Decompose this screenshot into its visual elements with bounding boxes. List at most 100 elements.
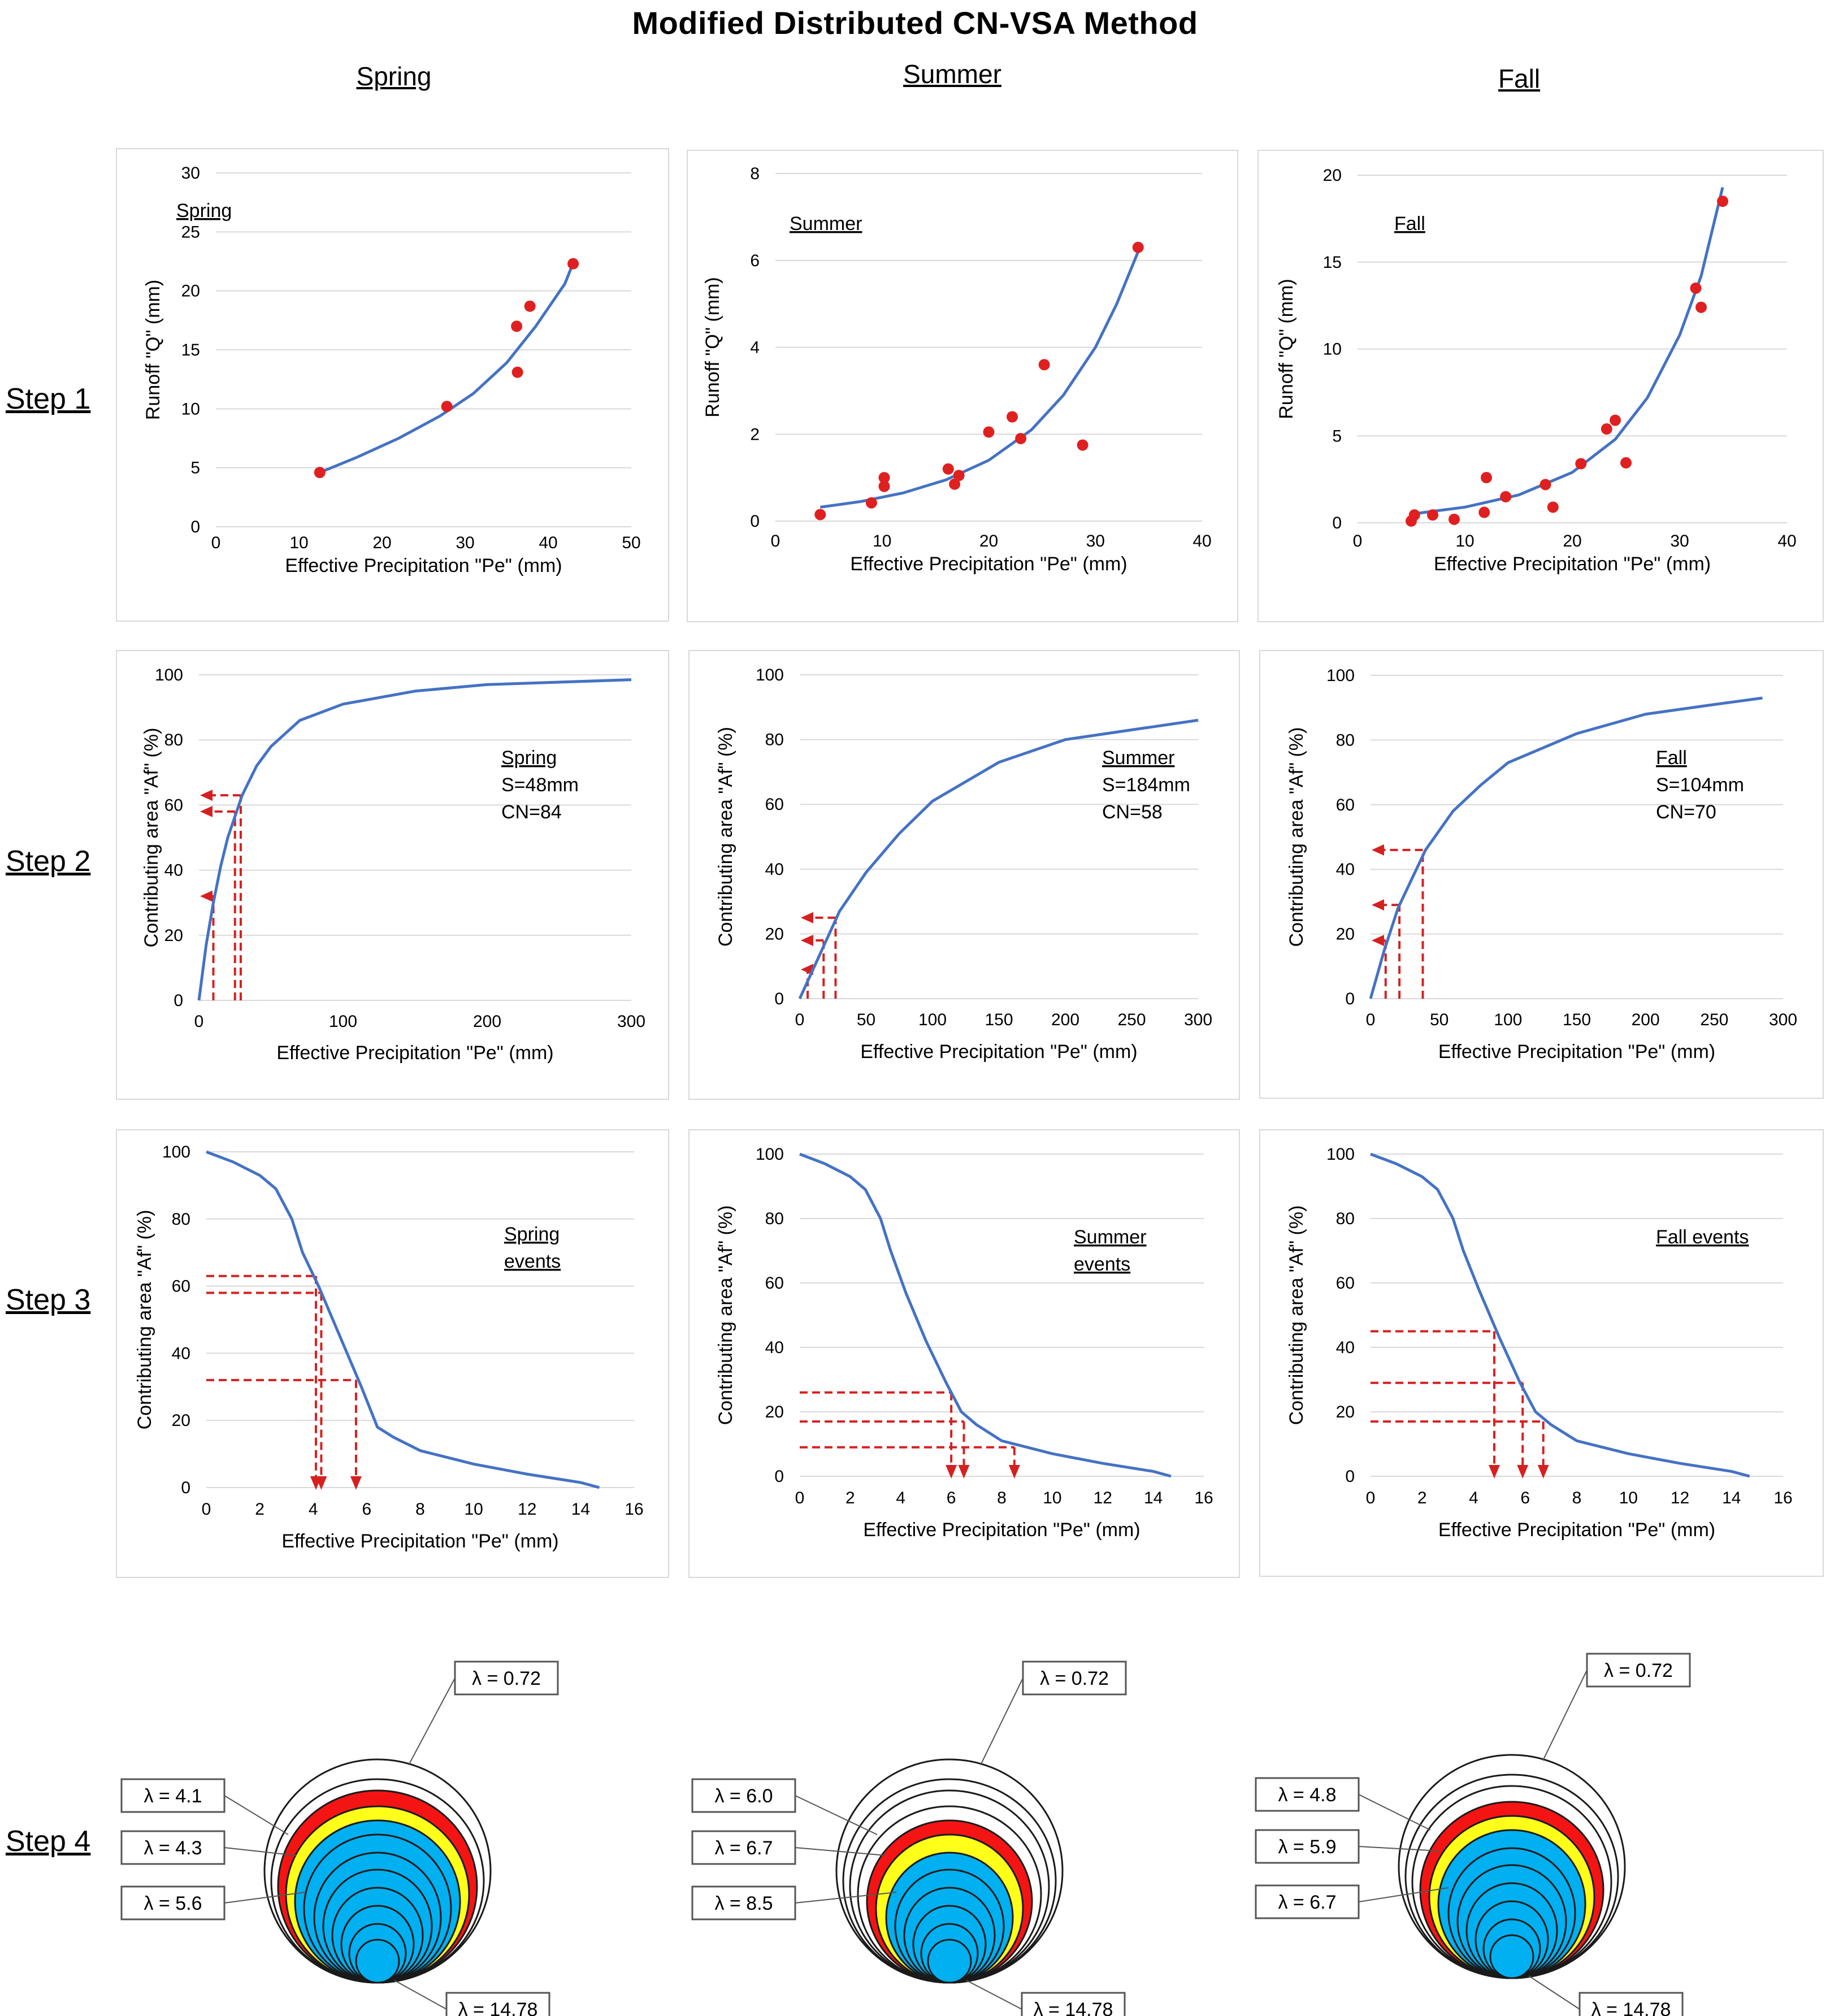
- area-ellipse: [303, 1833, 452, 1984]
- y-tick-label: 5: [190, 459, 200, 478]
- lambda-label: λ = 4.8: [1278, 1784, 1336, 1806]
- area-ellipse: [920, 1923, 979, 1984]
- y-tick-label: 40: [172, 1344, 190, 1363]
- x-tick-label: 30: [1670, 532, 1689, 550]
- x-tick-label: 40: [1777, 532, 1796, 550]
- fitted-curve: [798, 718, 1199, 1000]
- area-ellipse: [927, 1939, 972, 1984]
- y-tick-label: 10: [181, 400, 200, 418]
- y-tick-label: 80: [1336, 731, 1355, 749]
- area-ellipse: [857, 1805, 1042, 1984]
- y-tick-label: 0: [190, 518, 200, 536]
- x-tick-label: 10: [289, 534, 308, 552]
- data-point: [1449, 513, 1460, 525]
- panel-step3-summer: 0 20 40 60 80 100 0 2 4 6 8 10 12 14 16 Effective Preci…: [688, 1129, 1240, 1578]
- y-tick-label: 40: [765, 860, 784, 879]
- guide-arrowhead: [1537, 1465, 1549, 1479]
- guide-arrowhead: [1489, 1465, 1500, 1479]
- panel-step2-summer: 0 20 40 60 80 100 0 50 100 150 200 250 300 Effective …: [688, 650, 1240, 1100]
- area-ellipse: [348, 1923, 407, 1984]
- y-tick-label: 60: [765, 795, 784, 814]
- y-tick-label: 10: [1323, 340, 1342, 359]
- lambda-label: λ = 0.72: [1040, 1668, 1109, 1689]
- x-axis-label: Effective Precipitation "Pe" (mm): [863, 1519, 1140, 1541]
- guide-arrowhead: [801, 934, 813, 946]
- area-ellipse: [322, 1868, 433, 1984]
- x-tick-label: 0: [1366, 1489, 1376, 1507]
- x-tick-label: 12: [1094, 1489, 1112, 1507]
- x-tick-label: 2: [255, 1500, 264, 1519]
- x-tick-label: 6: [947, 1489, 956, 1507]
- y-tick-label: 20: [172, 1411, 190, 1430]
- chart-step3-fall: 0 20 40 60 80 100 0 2 4 6 8 10 12 14 16 Effective Preci…: [1286, 1145, 1793, 1541]
- leader-line: [1358, 1846, 1440, 1852]
- data-point: [1610, 414, 1621, 426]
- y-tick-label: 0: [1345, 990, 1355, 1008]
- y-tick-label: 100: [756, 1145, 784, 1164]
- x-tick-label: 10: [873, 532, 891, 550]
- x-tick-label: 30: [456, 534, 474, 552]
- lambda-label: λ = 14.78: [1592, 1999, 1671, 2016]
- step-1-label: Step 1: [6, 383, 91, 415]
- leader-line: [795, 1847, 887, 1856]
- data-point: [1540, 479, 1551, 491]
- x-tick-label: 16: [1194, 1489, 1213, 1507]
- data-point: [1427, 509, 1438, 521]
- data-point: [314, 467, 326, 479]
- area-ellipse: [842, 1778, 1057, 1984]
- area-ellipse: [1428, 1815, 1595, 1979]
- column-title-fall: Fall: [1498, 64, 1541, 93]
- data-point: [511, 366, 523, 378]
- y-tick-label: 20: [765, 925, 784, 943]
- data-point: [878, 472, 890, 484]
- data-point: [814, 509, 826, 521]
- area-ellipse: [903, 1887, 996, 1984]
- lambda-box: [454, 1661, 559, 1696]
- area-ellipse: [355, 1939, 400, 1984]
- chart-step1-spring: 0 5 10 15 20 25 30 0 10 20 30 40 50 Effective Precipi…: [142, 164, 641, 576]
- x-tick-label: 20: [979, 532, 998, 550]
- x-tick-label: 16: [625, 1500, 643, 1519]
- data-point: [511, 320, 523, 332]
- panel-step2-spring: 0 20 40 60 80 100 0 100 200 300 Effective Precipit…: [116, 650, 669, 1100]
- x-tick-label: 10: [464, 1500, 483, 1519]
- fitted-curve: [319, 266, 573, 474]
- chart-annotation: CN=58: [1102, 801, 1163, 823]
- chart-annotation: Spring: [504, 1224, 560, 1245]
- data-point: [567, 258, 579, 270]
- x-tick-label: 50: [622, 534, 640, 552]
- x-tick-label: 40: [539, 534, 557, 552]
- y-tick-label: 20: [181, 282, 200, 301]
- panel-step1-summer: 0 2 4 6 8 0 10 20 30 40 Effective Precipitation "P…: [687, 150, 1238, 622]
- lambda-label: λ = 14.78: [1034, 1999, 1113, 2016]
- y-axis-label: Contributing area "Af" (%): [141, 728, 162, 948]
- guide-arrowhead: [946, 1465, 957, 1479]
- guide-arrowhead: [1517, 1465, 1529, 1479]
- data-point: [1695, 301, 1707, 313]
- x-tick-label: 14: [571, 1500, 590, 1519]
- area-ellipse: [1411, 1785, 1612, 1979]
- lambda-box: [1255, 1884, 1360, 1919]
- lambda-box: [691, 1830, 796, 1865]
- guide-arrowhead: [315, 1476, 327, 1490]
- chart-annotation: Fall events: [1656, 1226, 1749, 1248]
- lambda-label: λ = 0.72: [1604, 1660, 1673, 1681]
- x-tick-label: 250: [1700, 1011, 1728, 1029]
- chart-annotation: Fall: [1394, 213, 1425, 235]
- x-tick-label: 50: [857, 1011, 875, 1029]
- lambda-box: [120, 1830, 226, 1865]
- data-point: [1500, 491, 1512, 502]
- chart-annotation: S=104mm: [1656, 774, 1744, 796]
- guide-arrowhead: [958, 1465, 970, 1479]
- y-tick-label: 100: [756, 666, 784, 684]
- x-tick-label: 250: [1117, 1011, 1146, 1029]
- leader-line: [966, 1980, 1022, 2010]
- y-tick-label: 20: [1336, 925, 1355, 944]
- figure-title: Modified Distributed CN-VSA Method: [632, 5, 1198, 41]
- y-tick-label: 0: [1345, 1467, 1355, 1486]
- leader-line: [795, 1892, 897, 1904]
- guide-arrowhead: [200, 805, 213, 817]
- x-tick-label: 100: [1494, 1011, 1522, 1029]
- y-tick-label: 20: [1323, 166, 1342, 185]
- y-tick-label: 100: [1326, 666, 1355, 685]
